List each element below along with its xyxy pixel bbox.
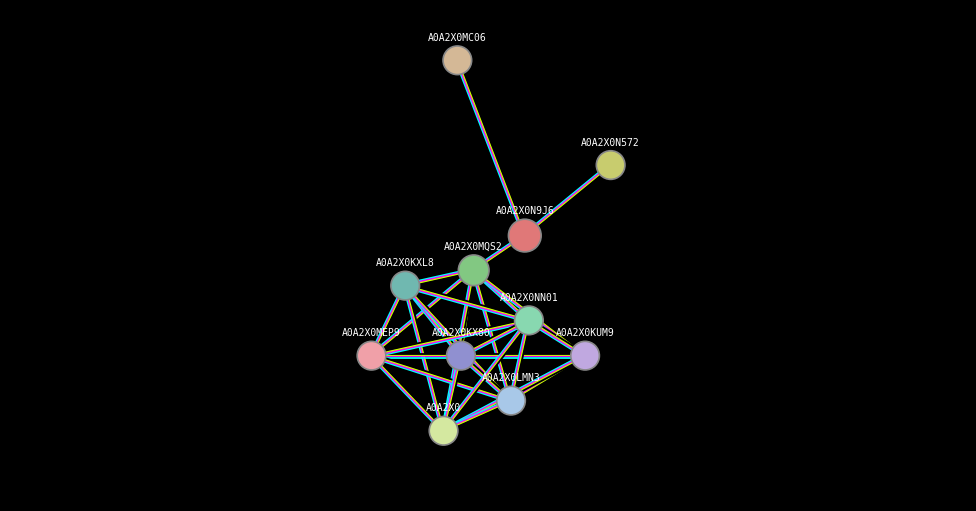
Circle shape — [497, 386, 525, 415]
Text: A0A2X0KX80: A0A2X0KX80 — [431, 328, 490, 338]
Circle shape — [571, 341, 599, 370]
Circle shape — [447, 341, 475, 370]
Text: A0A2X0NN01: A0A2X0NN01 — [500, 293, 558, 303]
Circle shape — [429, 416, 458, 445]
Text: A0A2X0LMN3: A0A2X0LMN3 — [481, 373, 541, 383]
Circle shape — [508, 219, 541, 252]
Circle shape — [391, 271, 420, 300]
Circle shape — [357, 341, 386, 370]
Text: A0A2X0N9J6: A0A2X0N9J6 — [496, 206, 554, 216]
Circle shape — [514, 306, 544, 335]
Circle shape — [443, 46, 471, 75]
Circle shape — [596, 151, 625, 179]
Text: A0A2X0N572: A0A2X0N572 — [582, 137, 640, 148]
Circle shape — [459, 255, 489, 286]
Text: A0A2X0MQS2: A0A2X0MQS2 — [444, 242, 503, 252]
Text: A0A2X0MC06: A0A2X0MC06 — [427, 33, 487, 43]
Text: A0A2X0KUM9: A0A2X0KUM9 — [555, 328, 615, 338]
Text: A0A2X0KXL8: A0A2X0KXL8 — [376, 258, 434, 268]
Text: A0A2X0MEP9: A0A2X0MEP9 — [343, 328, 401, 338]
Text: A0A2X0: A0A2X0 — [426, 403, 462, 413]
